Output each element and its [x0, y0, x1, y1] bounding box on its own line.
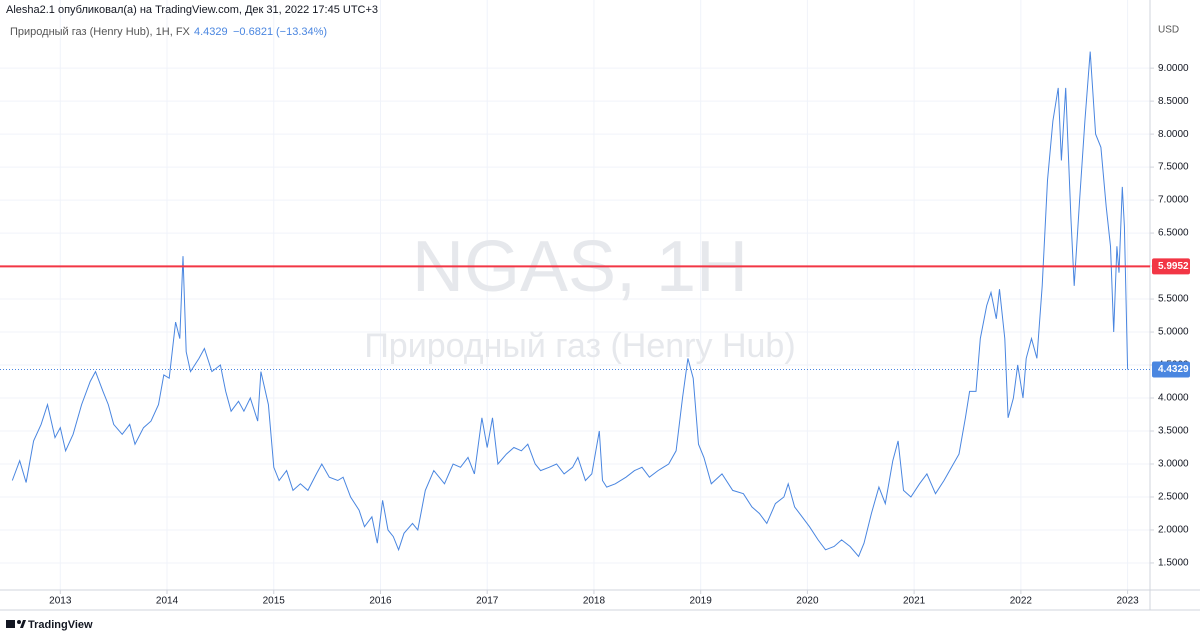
y-tick-label: 9.0000 [1158, 63, 1189, 74]
x-tick-label: 2017 [476, 596, 499, 607]
symbol-legend: Природный газ (Henry Hub), 1Н, FX [10, 26, 191, 38]
x-tick-label: 2014 [156, 596, 179, 607]
y-tick-label: 7.5000 [1158, 162, 1189, 173]
x-tick-label: 2013 [49, 596, 72, 607]
y-tick-label: 6.5000 [1158, 228, 1189, 239]
legend-change: −0.6821 [233, 26, 273, 38]
x-tick-label: 2022 [1010, 596, 1033, 607]
x-tick-label: 2019 [690, 596, 713, 607]
x-tick-label: 2021 [903, 596, 926, 607]
watermark-name: Природный газ (Henry Hub) [364, 327, 795, 365]
x-tick-label: 2018 [583, 596, 606, 607]
currency: USD [1158, 25, 1179, 36]
price-line [11, 51, 1129, 558]
x-tick-label: 2016 [369, 596, 392, 607]
level-label-bg [1152, 258, 1190, 275]
tradingview-logo [6, 620, 26, 628]
x-tick-label: 2023 [1116, 596, 1139, 607]
y-tick-label: 8.0000 [1158, 129, 1189, 140]
publish-info: Alesha2.1 опубликовал(а) на TradingView.… [6, 4, 378, 16]
y-tick-label: 3.5000 [1158, 426, 1189, 437]
x-tick-label: 2020 [796, 596, 819, 607]
y-tick-label: 2.5000 [1158, 492, 1189, 503]
last-price-label: 4.4329 [1158, 364, 1189, 375]
footer-brand: TradingView [28, 619, 93, 631]
level-label: 5.9952 [1158, 261, 1189, 272]
y-tick-label: 8.5000 [1158, 96, 1189, 107]
last-price-label-bg [1152, 361, 1190, 378]
y-tick-label: 4.0000 [1158, 393, 1189, 404]
y-tick-label: 7.0000 [1158, 195, 1189, 206]
x-tick-label: 2015 [263, 596, 286, 607]
y-tick-label: 5.0000 [1158, 327, 1189, 338]
legend-change-pct: (−13.34%) [276, 26, 327, 38]
y-tick-label: 1.5000 [1158, 558, 1189, 569]
y-tick-label: 5.5000 [1158, 294, 1189, 305]
y-tick-label: 3.0000 [1158, 459, 1189, 470]
legend-last: 4.4329 [194, 26, 228, 38]
y-tick-label: 2.0000 [1158, 525, 1189, 536]
